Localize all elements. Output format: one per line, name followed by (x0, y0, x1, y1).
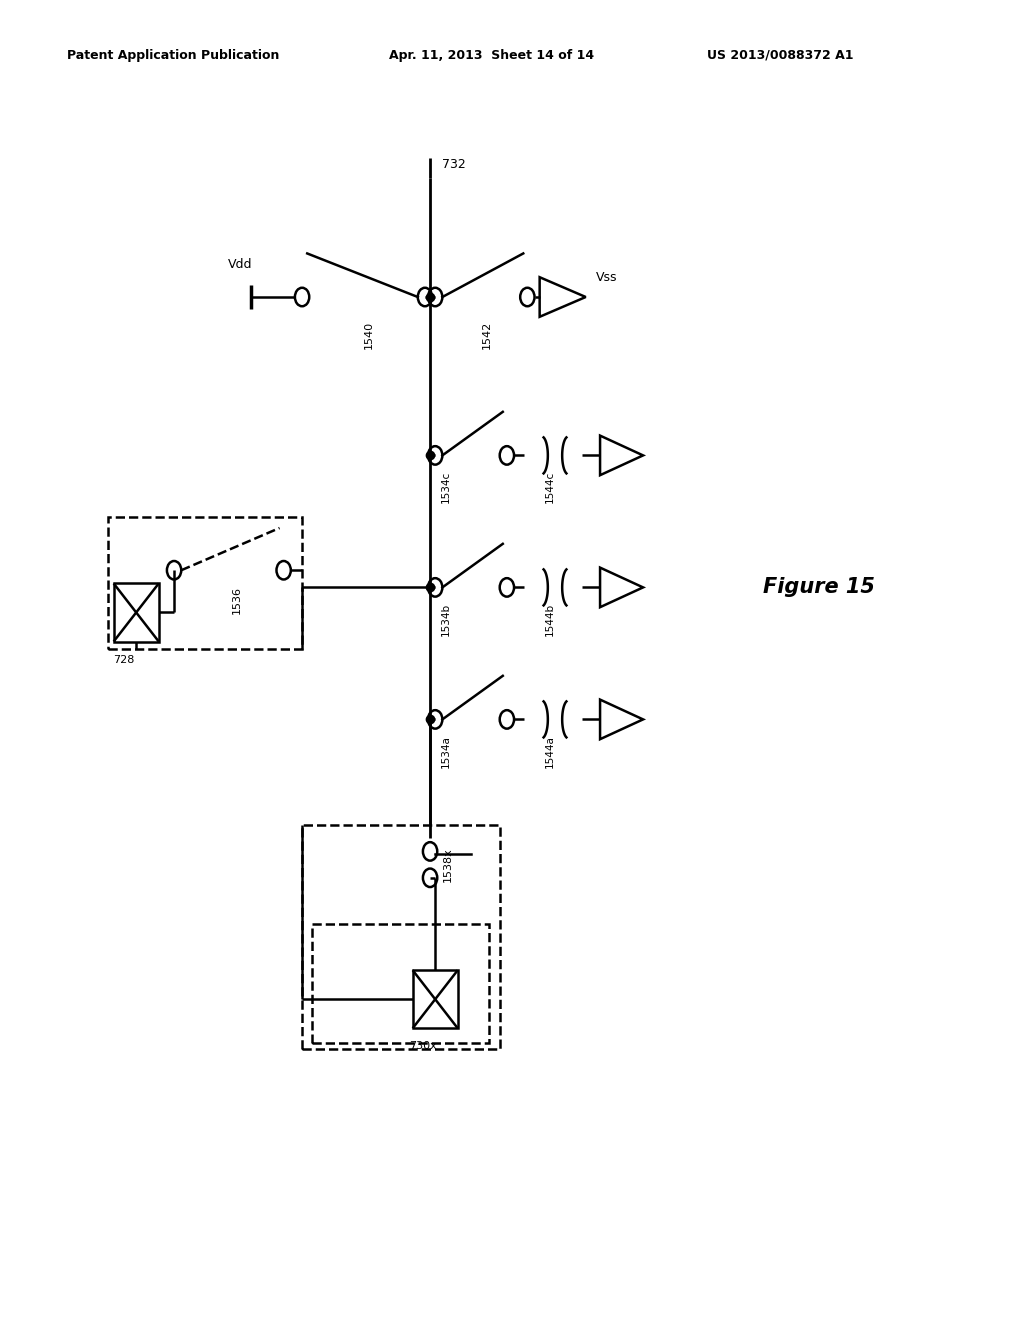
Bar (413, 970, 458, 1028)
Text: Patent Application Publication: Patent Application Publication (67, 49, 279, 62)
Text: 1538x: 1538x (442, 847, 453, 882)
Text: 730x: 730x (409, 1041, 437, 1052)
Text: 1544a: 1544a (545, 735, 555, 768)
Text: 1534a: 1534a (440, 735, 451, 768)
Bar (114, 583, 159, 642)
Text: Figure 15: Figure 15 (763, 577, 876, 598)
Text: 728: 728 (114, 655, 134, 665)
Text: 1544b: 1544b (545, 603, 555, 636)
Bar (302, 825, 500, 1049)
Text: Apr. 11, 2013  Sheet 14 of 14: Apr. 11, 2013 Sheet 14 of 14 (389, 49, 594, 62)
Text: Vss: Vss (596, 271, 617, 284)
Bar (312, 924, 489, 1043)
Text: 1540: 1540 (364, 321, 374, 348)
Text: 1534c: 1534c (440, 471, 451, 503)
Text: 732: 732 (442, 158, 466, 172)
Text: Vdd: Vdd (228, 257, 253, 271)
Text: 1544c: 1544c (545, 471, 555, 503)
Text: 1542: 1542 (481, 321, 492, 348)
Bar (108, 517, 302, 649)
Text: 1536: 1536 (231, 586, 242, 614)
Text: 1534b: 1534b (440, 603, 451, 636)
Text: US 2013/0088372 A1: US 2013/0088372 A1 (707, 49, 853, 62)
